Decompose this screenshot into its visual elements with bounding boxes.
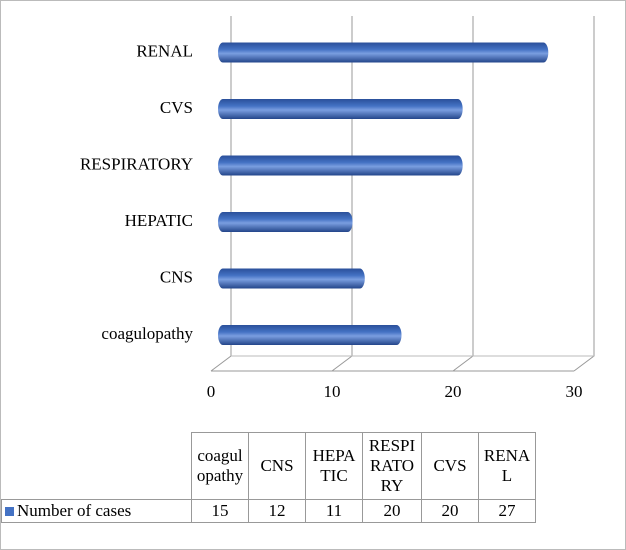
y-tick-label: RENAL <box>136 41 193 60</box>
grid-line <box>452 16 474 372</box>
legend-swatch <box>5 507 14 516</box>
table-header: CVS <box>421 432 479 500</box>
bar <box>218 155 463 176</box>
bar <box>218 268 365 289</box>
y-tick-label: RESPIRATORY <box>80 154 193 173</box>
table-header: HEPATIC <box>305 432 363 500</box>
table-value: 20 <box>421 499 479 523</box>
x-tick-label: 0 <box>207 382 216 401</box>
table-header: RENAL <box>478 432 536 500</box>
bar <box>218 42 549 63</box>
table-value: 15 <box>191 499 249 523</box>
y-tick-label: CVS <box>160 98 193 117</box>
y-tick-label: CNS <box>160 267 193 286</box>
grid-line <box>331 16 353 372</box>
table-value: 12 <box>248 499 306 523</box>
y-tick-label: HEPATIC <box>125 211 193 230</box>
data-table: coagulopathy CNS HEPATIC RESPIRATORY CVS RENA… <box>1 432 536 523</box>
table-header: CNS <box>248 432 306 500</box>
x-tick-label: 10 <box>324 382 341 401</box>
table-value: 27 <box>478 499 536 523</box>
x-tick-label: 20 <box>445 382 462 401</box>
plot: 0 10 20 30 coagulopathy CNS HEPATIC RESPIRATORY… <box>80 16 595 401</box>
bar <box>218 212 353 232</box>
table-header: RESPIRATORY <box>362 432 422 500</box>
x-tick-label: 30 <box>566 382 583 401</box>
bar <box>218 99 463 119</box>
table-value: 20 <box>362 499 422 523</box>
grid-line <box>573 16 595 372</box>
grid-line <box>210 16 232 372</box>
legend-label: Number of cases <box>17 501 132 520</box>
table-header: coagulopathy <box>191 432 249 500</box>
bar <box>218 325 402 345</box>
blank-cell <box>1 432 192 500</box>
legend-cell: Number of cases <box>1 499 192 523</box>
y-tick-label: coagulopathy <box>101 324 193 343</box>
table-value: 11 <box>305 499 363 523</box>
